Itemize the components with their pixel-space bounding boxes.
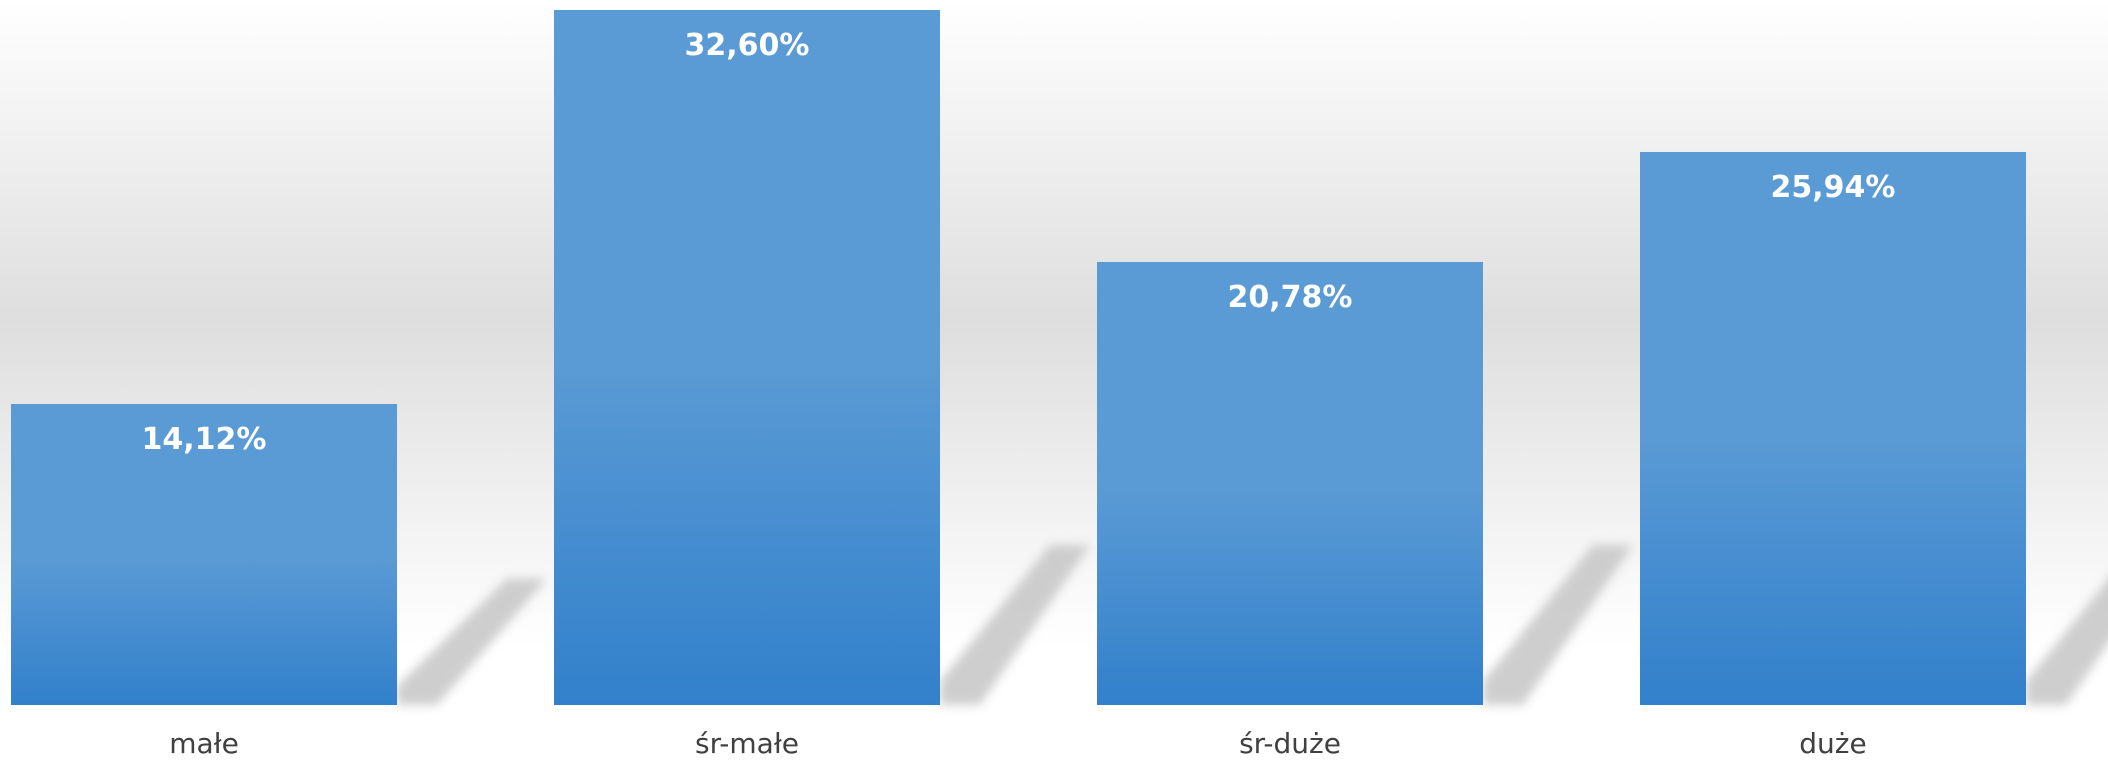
bar-value-label: 14,12% (142, 422, 267, 457)
bar-shadows (397, 545, 2108, 705)
value-labels: 14,12% 32,60% 20,78% 25,94% (142, 28, 1896, 457)
bar-shadow (2026, 579, 2108, 705)
bar-shadow (940, 545, 1090, 705)
bar (554, 10, 940, 705)
bars (11, 10, 2026, 705)
bar-value-label: 20,78% (1228, 280, 1353, 315)
bar-value-label: 32,60% (685, 28, 810, 63)
bar-shadow (1483, 545, 1633, 705)
category-tick-label: małe (169, 727, 239, 760)
category-tick-label: śr-duże (1239, 727, 1341, 760)
bar (1640, 151, 2026, 705)
bar (1097, 261, 1483, 705)
category-tick-label: duże (1799, 727, 1866, 760)
bar (11, 403, 397, 705)
bar-value-label: 25,94% (1771, 170, 1896, 205)
category-labels: małe śr-małe śr-duże duże (169, 727, 1867, 760)
category-tick-label: śr-małe (695, 727, 799, 760)
bar-shadow (397, 578, 547, 705)
